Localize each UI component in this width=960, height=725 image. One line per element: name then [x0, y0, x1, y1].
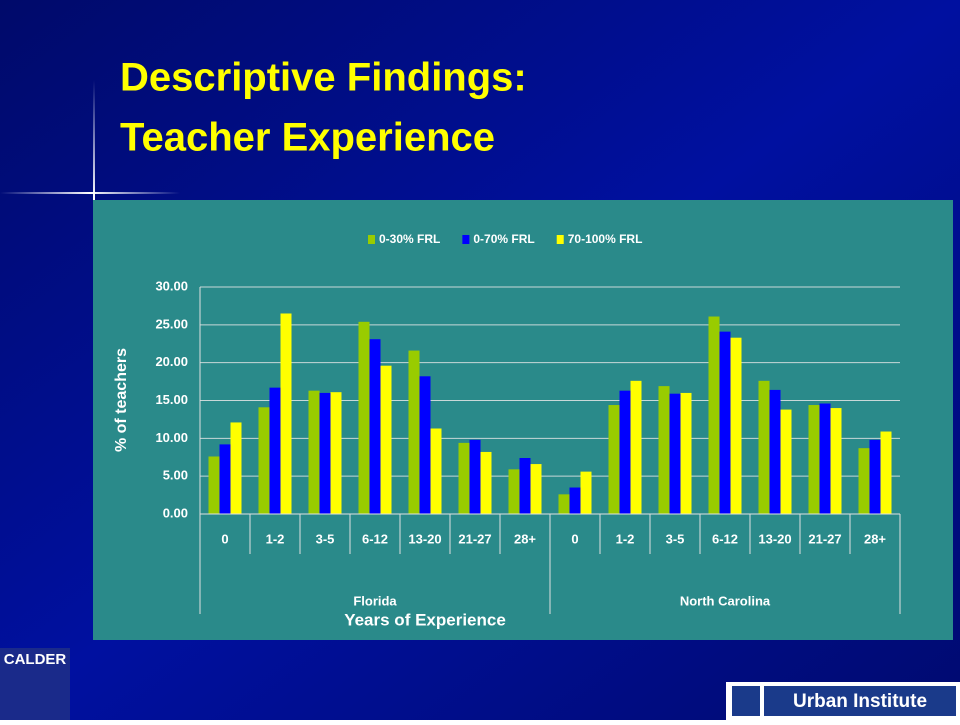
y-tick-label: 0.00: [163, 505, 188, 520]
y-axis-label: % of teachers: [113, 348, 130, 452]
bar: [769, 389, 781, 514]
y-tick-label: 30.00: [155, 278, 188, 293]
bar: [780, 409, 792, 514]
bar: [330, 392, 342, 514]
y-tick-label: 10.00: [155, 430, 188, 445]
x-tick-label: 3-5: [316, 531, 335, 546]
x-tick-label: 1-2: [266, 531, 285, 546]
bar: [269, 387, 281, 514]
bar: [480, 451, 492, 514]
y-tick-label: 5.00: [163, 468, 188, 483]
bar: [719, 331, 731, 514]
y-tick-label: 15.00: [155, 392, 188, 407]
bar: [619, 390, 631, 514]
x-tick-label: 3-5: [666, 531, 685, 546]
legend-label: 0-30% FRL: [379, 232, 440, 246]
group-label: Florida: [353, 593, 397, 608]
calder-logo: [0, 648, 70, 720]
urban-logo-band: [764, 686, 956, 716]
bar: [580, 471, 592, 514]
bar: [419, 376, 431, 514]
x-tick-label: 21-27: [808, 531, 841, 546]
bar: [658, 386, 670, 514]
slide-title: Teacher Experience: [120, 116, 495, 160]
bar: [808, 405, 820, 514]
x-tick-label: 28+: [864, 531, 886, 546]
legend-swatch: [368, 235, 375, 244]
bar: [558, 494, 570, 514]
bar: [680, 392, 692, 514]
legend-label: 0-70% FRL: [473, 232, 534, 246]
bar: [508, 469, 520, 514]
bar: [830, 408, 842, 514]
x-tick-label: 28+: [514, 531, 536, 546]
bar: [258, 407, 270, 514]
bar: [569, 487, 581, 514]
x-axis-label: Years of Experience: [344, 610, 506, 629]
x-tick-label: 1-2: [616, 531, 635, 546]
bar: [230, 422, 242, 514]
urban-logo-text: Urban Institute: [793, 691, 927, 712]
flare: [93, 80, 95, 280]
bar: [358, 321, 370, 514]
bar: [608, 405, 620, 514]
bar: [630, 380, 642, 514]
bar: [369, 339, 381, 514]
bar: [530, 464, 542, 514]
bar: [669, 393, 681, 514]
y-tick-label: 25.00: [155, 316, 188, 331]
bar: [380, 365, 392, 514]
bar: [819, 403, 831, 514]
bar: [280, 313, 292, 514]
legend-swatch: [556, 235, 564, 244]
bar: [219, 444, 231, 514]
bar: [730, 337, 742, 514]
flare: [0, 192, 180, 194]
bar: [308, 390, 320, 514]
bar: [408, 350, 420, 514]
x-tick-label: 13-20: [408, 531, 441, 546]
bar: [880, 431, 892, 514]
legend-label: 70-100% FRL: [568, 232, 643, 246]
bar: [858, 448, 870, 514]
urban-logo-icon: [732, 686, 760, 716]
legend-swatch: [462, 235, 470, 244]
x-tick-label: 13-20: [758, 531, 791, 546]
x-tick-label: 0: [221, 531, 228, 546]
x-tick-label: 0: [571, 531, 578, 546]
bar: [469, 439, 481, 514]
bar: [319, 392, 331, 514]
bar: [869, 439, 881, 514]
bar: [758, 380, 770, 514]
calder-logo-text: CALDER: [4, 651, 67, 668]
bar: [458, 442, 470, 514]
slide-title: Descriptive Findings:: [120, 56, 527, 100]
bar: [430, 428, 442, 514]
x-tick-label: 6-12: [362, 531, 388, 546]
bar: [519, 458, 531, 514]
group-label: North Carolina: [680, 593, 771, 608]
bar: [208, 456, 220, 514]
x-tick-label: 6-12: [712, 531, 738, 546]
bar: [708, 316, 720, 514]
x-tick-label: 21-27: [458, 531, 491, 546]
y-tick-label: 20.00: [155, 354, 188, 369]
